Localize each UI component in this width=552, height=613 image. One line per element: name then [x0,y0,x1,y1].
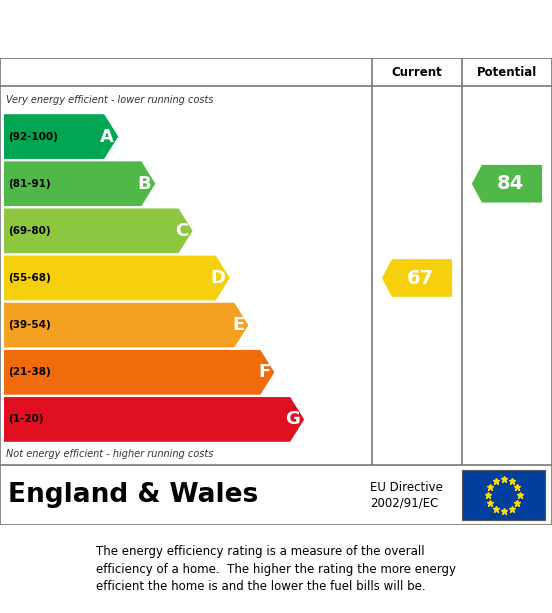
Text: D: D [211,269,226,287]
Text: E: E [232,316,245,334]
Polygon shape [4,350,274,395]
Text: F: F [258,364,270,381]
Text: (39-54): (39-54) [8,320,51,330]
Polygon shape [4,256,230,300]
Polygon shape [4,161,155,206]
Text: (21-38): (21-38) [8,367,51,377]
Polygon shape [382,259,452,297]
Text: Current: Current [391,66,442,78]
Polygon shape [472,165,542,202]
Polygon shape [4,114,118,159]
Text: 84: 84 [496,174,524,193]
Text: A: A [100,128,114,145]
Text: (92-100): (92-100) [8,132,58,142]
Text: G: G [285,411,300,428]
Text: Very energy efficient - lower running costs: Very energy efficient - lower running co… [6,95,214,105]
Text: Not energy efficient - higher running costs: Not energy efficient - higher running co… [6,449,214,459]
Text: (55-68): (55-68) [8,273,51,283]
Text: England & Wales: England & Wales [8,482,258,508]
Text: Potential: Potential [477,66,537,78]
Text: C: C [176,222,189,240]
Bar [462,470,545,520]
Text: EU Directive
2002/91/EC: EU Directive 2002/91/EC [370,481,443,509]
Text: (1-20): (1-20) [8,414,44,424]
Polygon shape [4,397,304,442]
Polygon shape [4,303,248,348]
Text: B: B [138,175,151,192]
Text: (81-91): (81-91) [8,179,51,189]
Text: Energy Efficiency Rating: Energy Efficiency Rating [17,17,342,41]
Text: 67: 67 [406,268,433,287]
Polygon shape [4,208,193,253]
Text: (69-80): (69-80) [8,226,51,236]
Text: The energy efficiency rating is a measure of the overall
efficiency of a home.  : The energy efficiency rating is a measur… [96,544,456,593]
